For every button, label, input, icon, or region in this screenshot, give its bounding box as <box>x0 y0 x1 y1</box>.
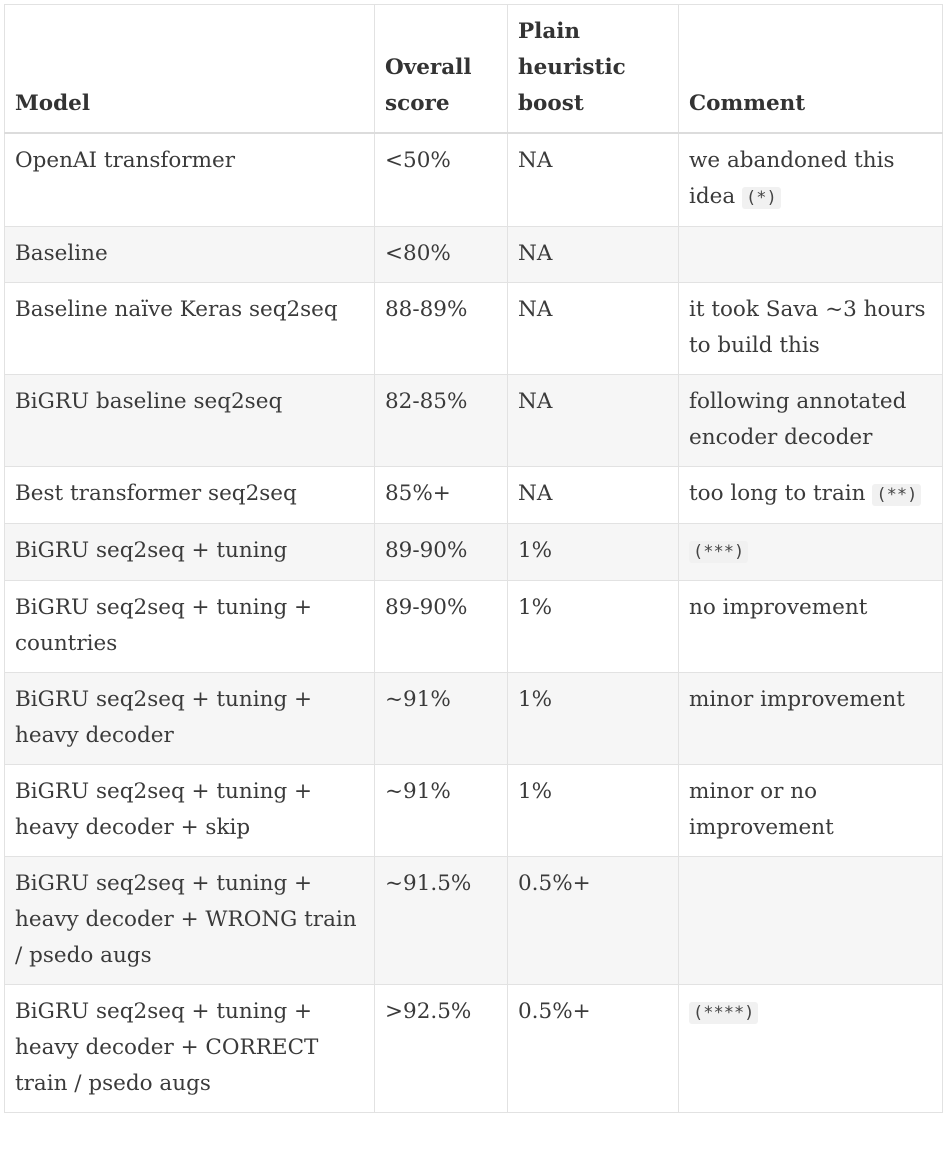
table-row: BiGRU seq2seq + tuning + heavy decoder +… <box>4 764 943 857</box>
cell-comment: too long to train (**) <box>678 466 943 524</box>
cell-model: Baseline naïve Keras seq2seq <box>4 282 375 375</box>
table-row: BiGRU baseline seq2seq 82-85% NA following … <box>4 374 943 467</box>
cell-heuristic-boost: NA <box>507 374 679 467</box>
cell-heuristic-boost: 1% <box>507 672 679 765</box>
table-row: OpenAI transformer <50% NA we abandoned thi… <box>4 132 943 227</box>
table-body: OpenAI transformer <50% NA we abandoned thi… <box>4 132 943 1113</box>
cell-comment: (***) <box>678 523 943 581</box>
comment-footnote-code: (**) <box>872 484 922 506</box>
cell-overall-score: ~91% <box>374 764 508 857</box>
cell-overall-score: 89-90% <box>374 523 508 581</box>
cell-comment: we abandoned this idea (*) <box>678 132 943 227</box>
table-row: BiGRU seq2seq + tuning 89-90% 1% (***) <box>4 523 943 581</box>
cell-heuristic-boost: NA <box>507 226 679 283</box>
results-table: Model Overall score Plain heuristic boos… <box>4 4 943 1113</box>
table-row: BiGRU seq2seq + tuning + heavy decoder +… <box>4 856 943 985</box>
cell-comment: minor or no improvement <box>678 764 943 857</box>
cell-comment: minor improvement <box>678 672 943 765</box>
cell-comment: no improvement <box>678 580 943 673</box>
cell-comment: (****) <box>678 984 943 1113</box>
comment-text: no improvement <box>689 595 868 620</box>
cell-model: Best transformer seq2seq <box>4 466 375 524</box>
cell-heuristic-boost: 1% <box>507 764 679 857</box>
cell-comment: following annotated encoder decoder <box>678 374 943 467</box>
cell-heuristic-boost: 1% <box>507 523 679 581</box>
table-row: Baseline <80% NA <box>4 226 943 283</box>
cell-model: BiGRU seq2seq + tuning + heavy decoder +… <box>4 856 375 985</box>
cell-model: OpenAI transformer <box>4 132 375 227</box>
cell-overall-score: >92.5% <box>374 984 508 1113</box>
table-row: BiGRU seq2seq + tuning + heavy decoder ~9… <box>4 672 943 765</box>
comment-text: too long to train <box>689 481 866 506</box>
header-comment: Comment <box>678 4 943 134</box>
cell-overall-score: <50% <box>374 132 508 227</box>
cell-heuristic-boost: NA <box>507 466 679 524</box>
comment-text: minor improvement <box>689 687 905 712</box>
cell-comment: it took Sava ~3 hours to build this <box>678 282 943 375</box>
cell-model: BiGRU seq2seq + tuning + heavy decoder <box>4 672 375 765</box>
comment-text: it took Sava ~3 hours to build this <box>689 297 926 358</box>
cell-overall-score: <80% <box>374 226 508 283</box>
comment-footnote-code: (*) <box>742 187 781 209</box>
comment-text: we abandoned this idea <box>689 148 895 209</box>
cell-model: BiGRU baseline seq2seq <box>4 374 375 467</box>
header-row: Model Overall score Plain heuristic boos… <box>4 4 943 134</box>
table-row: Best transformer seq2seq 85%+ NA too long t… <box>4 466 943 524</box>
cell-heuristic-boost: 1% <box>507 580 679 673</box>
cell-model: BiGRU seq2seq + tuning + countries <box>4 580 375 673</box>
comment-footnote-code: (****) <box>689 1002 759 1024</box>
cell-model: Baseline <box>4 226 375 283</box>
comment-footnote-code: (***) <box>689 541 749 563</box>
cell-heuristic-boost: 0.5%+ <box>507 856 679 985</box>
cell-heuristic-boost: 0.5%+ <box>507 984 679 1113</box>
header-overall-score: Overall score <box>374 4 508 134</box>
cell-overall-score: 88-89% <box>374 282 508 375</box>
cell-overall-score: 89-90% <box>374 580 508 673</box>
cell-comment <box>678 226 943 283</box>
cell-overall-score: ~91.5% <box>374 856 508 985</box>
cell-heuristic-boost: NA <box>507 132 679 227</box>
table-row: Baseline naïve Keras seq2seq 88-89% NA it t… <box>4 282 943 375</box>
comment-text: following annotated encoder decoder <box>689 389 907 450</box>
cell-model: BiGRU seq2seq + tuning <box>4 523 375 581</box>
comment-text: minor or no improvement <box>689 779 834 840</box>
cell-comment <box>678 856 943 985</box>
table-row: BiGRU seq2seq + tuning + countries 89-90%… <box>4 580 943 673</box>
header-plain-heuristic-boost: Plain heuristic boost <box>507 4 679 134</box>
table-row: BiGRU seq2seq + tuning + heavy decoder +… <box>4 984 943 1113</box>
results-table-container: Model Overall score Plain heuristic boos… <box>4 4 943 1113</box>
cell-model: BiGRU seq2seq + tuning + heavy decoder +… <box>4 764 375 857</box>
cell-model: BiGRU seq2seq + tuning + heavy decoder +… <box>4 984 375 1113</box>
cell-overall-score: ~91% <box>374 672 508 765</box>
cell-heuristic-boost: NA <box>507 282 679 375</box>
table-header: Model Overall score Plain heuristic boos… <box>4 4 943 134</box>
cell-overall-score: 85%+ <box>374 466 508 524</box>
header-model: Model <box>4 4 375 134</box>
cell-overall-score: 82-85% <box>374 374 508 467</box>
